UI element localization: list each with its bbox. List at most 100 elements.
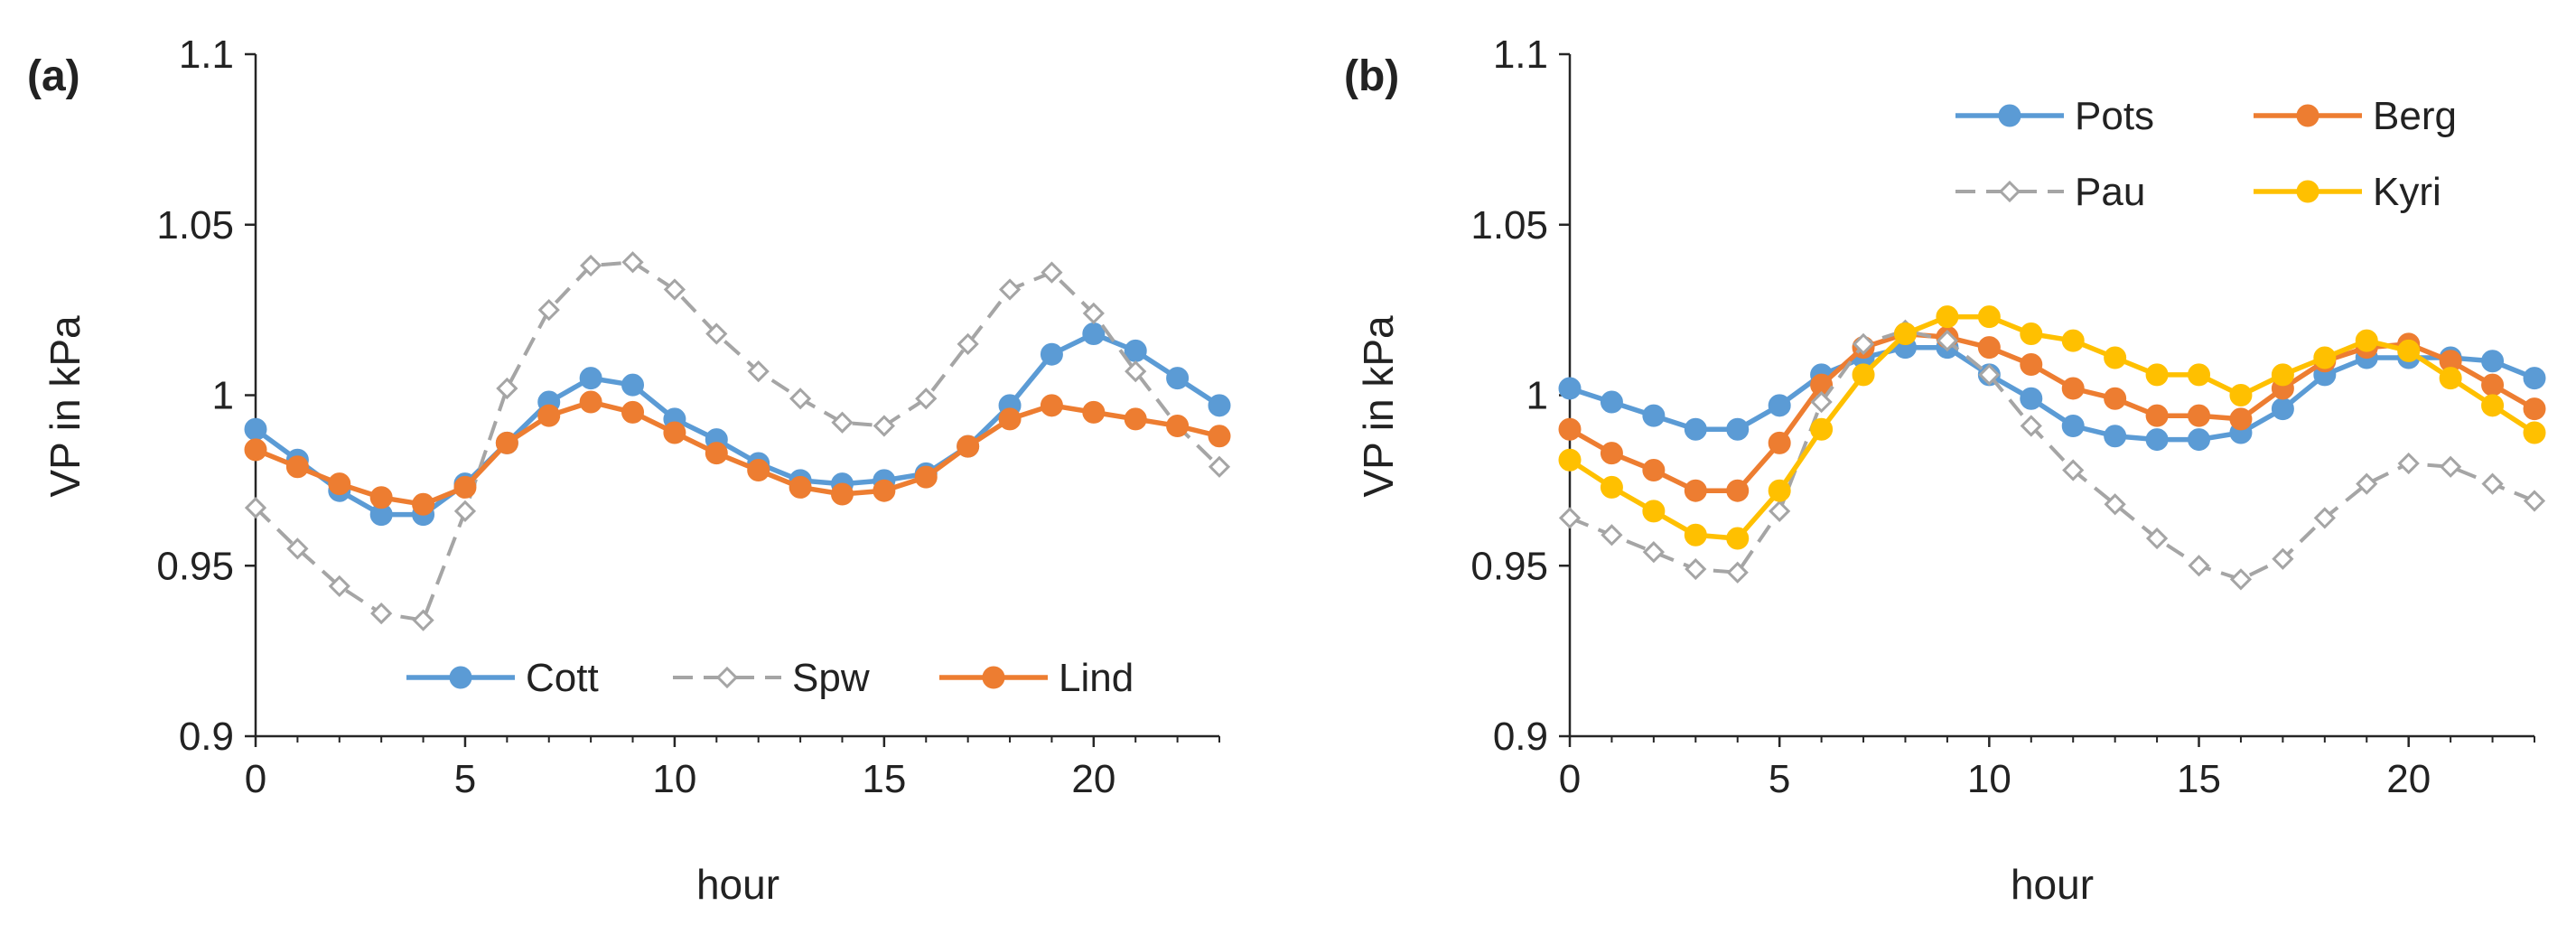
y-axis-label-b: VP in kPa xyxy=(1355,315,1402,498)
data-point-lind xyxy=(998,407,1022,431)
data-point-kyri xyxy=(1768,479,1791,502)
series-line-spw xyxy=(254,260,1221,622)
data-point-spw xyxy=(370,602,393,625)
data-point-pau xyxy=(2272,547,2294,570)
data-point-spw xyxy=(1041,261,1063,284)
data-point-berg xyxy=(1684,479,1707,502)
data-point-pots xyxy=(2145,428,2169,452)
legend-marker-kyri xyxy=(2296,180,2319,203)
data-point-lind xyxy=(621,400,645,424)
data-point-spw xyxy=(747,360,770,383)
panel-label-b: (b) xyxy=(1344,52,1399,100)
data-point-pots xyxy=(2061,414,2085,437)
data-point-kyri xyxy=(2020,322,2043,346)
series-pau xyxy=(1558,319,2546,591)
y-tick-label: 1.1 xyxy=(1493,33,1548,77)
axes-b: 0.9 0.95 1 1.05 1.1 0 5 10 15 20 xyxy=(1470,33,2535,801)
y-tick-label: 0.9 xyxy=(1493,715,1548,759)
y-tick-label: 1 xyxy=(212,374,234,418)
data-point-lind xyxy=(789,475,812,499)
chart-panel-a: (a) VP in kPa hour 0.9 0.95 1 1.05 1.1 0 5 10 15… xyxy=(27,33,1231,908)
series-spw xyxy=(244,251,1231,631)
legend-marker-spw xyxy=(715,666,739,689)
data-point-pots xyxy=(1600,390,1623,414)
data-point-kyri xyxy=(1810,417,1834,441)
series-line-cott xyxy=(254,331,1221,518)
x-tick-label: 5 xyxy=(1769,757,1790,801)
data-point-kyri xyxy=(2313,346,2337,369)
data-point-berg xyxy=(2523,397,2546,421)
x-tick-label: 20 xyxy=(1071,757,1115,801)
series-pots xyxy=(1558,336,2546,452)
data-point-kyri xyxy=(2523,421,2546,444)
series-layer-b xyxy=(1558,305,2546,591)
data-point-spw xyxy=(789,388,812,410)
data-point-berg xyxy=(2145,404,2169,427)
data-point-kyri xyxy=(2439,367,2462,390)
data-point-kyri xyxy=(1977,305,2001,329)
y-tick-label: 1.05 xyxy=(156,203,234,248)
data-point-kyri xyxy=(2355,329,2378,352)
data-point-kyri xyxy=(2104,346,2127,369)
x-axis-label-b: hour xyxy=(2011,861,2094,908)
data-point-pau xyxy=(1601,524,1623,547)
data-point-lind xyxy=(537,404,561,427)
data-point-lind xyxy=(412,492,435,516)
data-point-pau xyxy=(1810,390,1833,414)
data-point-pots xyxy=(2188,428,2211,452)
data-point-spw xyxy=(1125,360,1147,383)
data-point-pau xyxy=(2356,472,2378,495)
data-point-kyri xyxy=(2061,329,2085,352)
legend-a: Cott Spw Lind xyxy=(406,656,1134,700)
legend-item-spw: Spw xyxy=(673,656,870,700)
data-point-pau xyxy=(2397,452,2420,475)
data-point-spw xyxy=(328,575,350,598)
data-point-spw xyxy=(580,254,602,277)
data-point-spw xyxy=(998,278,1022,301)
series-lind xyxy=(244,390,1231,516)
data-point-spw xyxy=(496,377,518,400)
y-tick-label: 0.95 xyxy=(1470,544,1548,588)
data-point-kyri xyxy=(2145,363,2169,387)
data-point-lind xyxy=(1166,414,1190,437)
data-point-lind xyxy=(453,475,477,499)
data-point-berg xyxy=(2481,373,2505,397)
y-tick-label: 1.05 xyxy=(1470,203,1548,248)
data-point-kyri xyxy=(2188,363,2211,387)
legend-marker-cott xyxy=(449,666,472,689)
x-tick-label: 5 xyxy=(454,757,476,801)
data-point-lind xyxy=(1040,394,1063,417)
data-point-lind xyxy=(830,482,854,506)
data-point-kyri xyxy=(1893,322,1917,346)
data-point-cott xyxy=(244,417,267,441)
data-point-pots xyxy=(1768,394,1791,417)
data-point-berg xyxy=(2020,353,2043,377)
x-tick-label: 15 xyxy=(2177,757,2221,801)
x-tick-label: 10 xyxy=(652,757,696,801)
data-point-pau xyxy=(1558,507,1582,529)
data-point-berg xyxy=(2188,404,2211,427)
data-point-spw xyxy=(244,496,267,519)
data-point-berg xyxy=(1977,336,2001,360)
data-point-lind xyxy=(369,486,393,509)
data-point-spw xyxy=(286,537,309,560)
legend-item-cott: Cott xyxy=(406,656,599,700)
data-point-pau xyxy=(2313,507,2336,529)
series-berg xyxy=(1558,322,2546,502)
y-tick-label: 0.9 xyxy=(179,715,234,759)
data-point-cott xyxy=(579,367,602,390)
data-point-lind xyxy=(1124,407,1147,431)
data-point-pau xyxy=(2104,493,2126,516)
data-point-lind xyxy=(914,465,938,489)
data-point-pots xyxy=(2104,425,2127,448)
data-point-lind xyxy=(663,421,686,444)
legend-item-pau: Pau xyxy=(1955,170,2145,214)
data-point-pau xyxy=(1726,561,1749,584)
data-point-pau xyxy=(2062,459,2085,481)
data-point-lind xyxy=(1082,400,1106,424)
data-point-kyri xyxy=(1600,475,1623,499)
data-point-spw xyxy=(1208,455,1231,478)
x-axis-label-a: hour xyxy=(696,861,779,908)
data-point-lind xyxy=(747,459,770,482)
